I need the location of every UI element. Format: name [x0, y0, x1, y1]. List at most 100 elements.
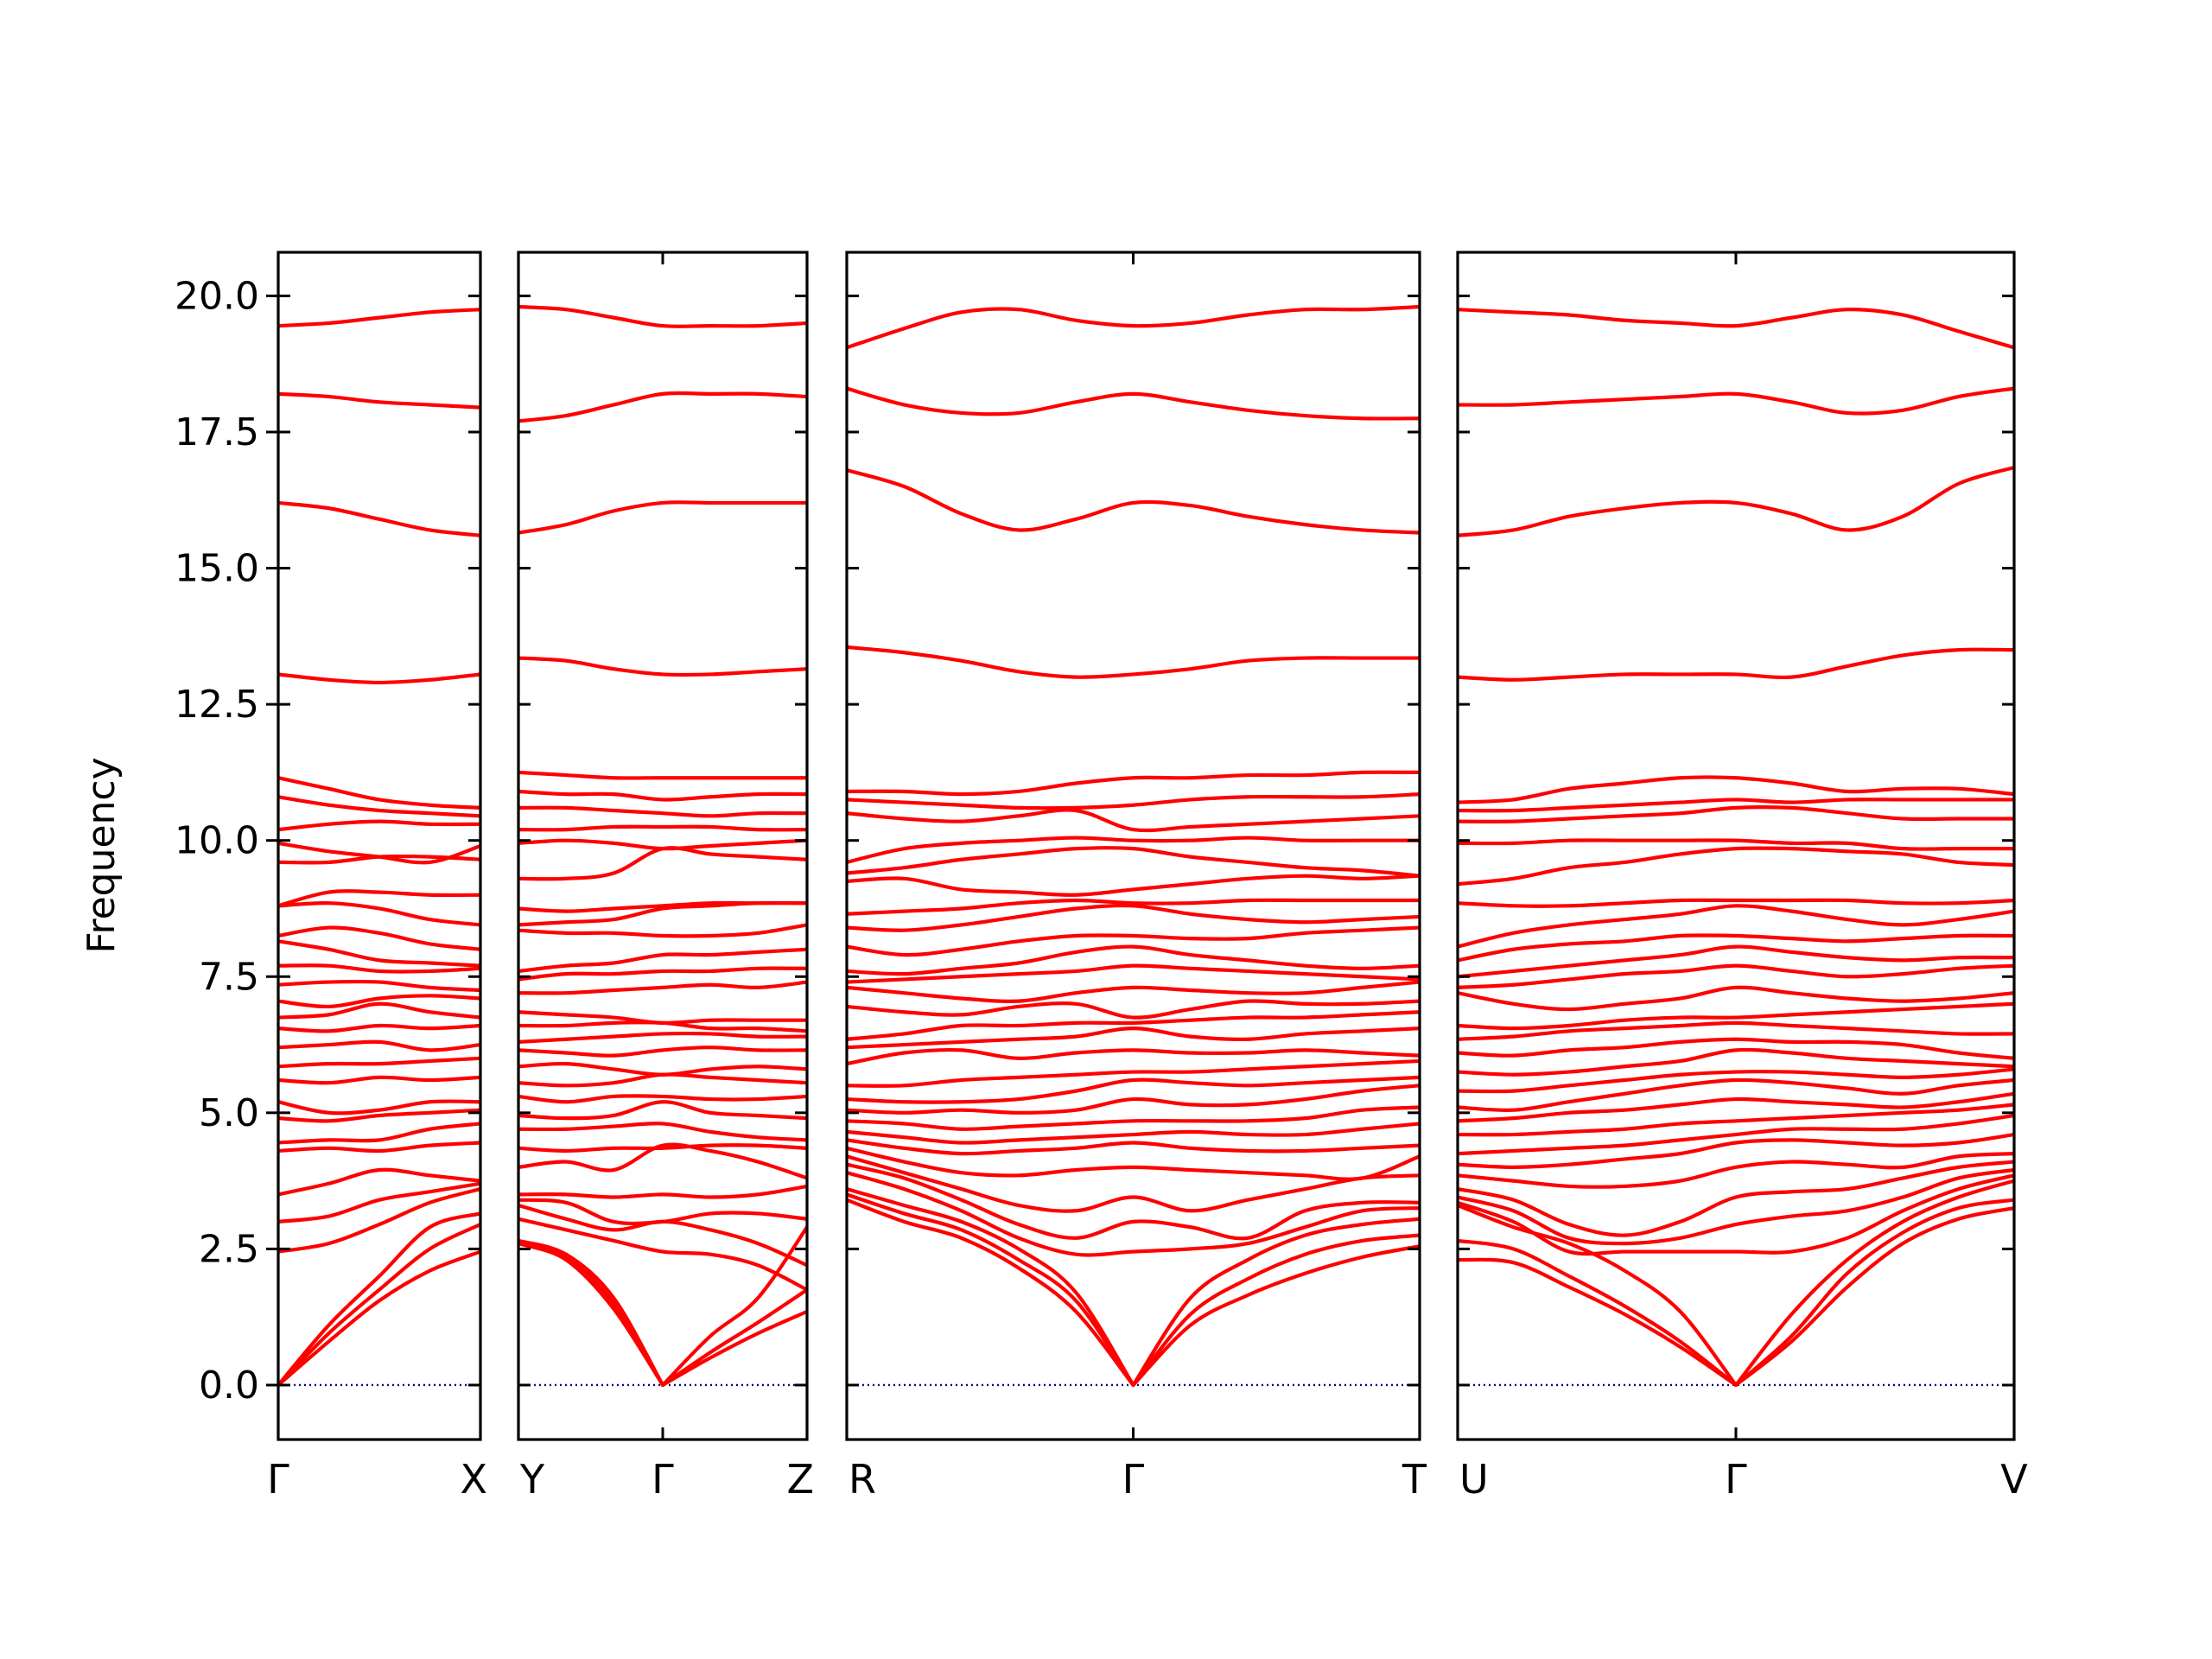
band-line-22 [1458, 904, 2014, 949]
band-line-28 [1458, 775, 2014, 804]
band-line-11 [518, 1100, 807, 1121]
band-line-26 [1458, 805, 2014, 823]
band-line-4 [847, 1171, 1420, 1257]
x-tick-label: V [2000, 1456, 2028, 1503]
y-tick-label: 12.5 [175, 683, 259, 727]
band-line-14 [1458, 1047, 2014, 1077]
band-series [847, 304, 1420, 1388]
x-tick-label: R [849, 1456, 876, 1503]
band-line-21 [518, 947, 807, 974]
band-line-29 [278, 500, 480, 537]
band-line-12 [847, 1075, 1420, 1104]
band-line-10 [847, 1105, 1420, 1131]
band-line-6 [518, 1198, 807, 1226]
band-line-26 [847, 836, 1420, 865]
band-line-15 [847, 1027, 1420, 1050]
band-series [518, 304, 807, 1388]
band-line-25 [1458, 838, 2014, 851]
x-tick-label: Γ [652, 1456, 674, 1503]
band-line-24 [518, 900, 807, 913]
band-line-14 [518, 1061, 807, 1077]
band-line-31 [1458, 386, 2014, 416]
band-line-19 [1458, 963, 2014, 989]
band-line-12 [1458, 1077, 2014, 1112]
band-line-21 [278, 901, 480, 927]
band-line-9 [847, 1122, 1420, 1145]
band-line-31 [847, 468, 1420, 535]
band-line-21 [1458, 933, 2014, 963]
x-tick-label: X [460, 1456, 487, 1503]
y-axis-label: Frequency [79, 757, 124, 953]
band-line-18 [1458, 985, 2014, 1012]
band-line-34 [518, 304, 807, 328]
band-line-23 [1458, 898, 2014, 908]
band-line-3 [278, 1211, 480, 1388]
band-line-11 [1458, 1091, 2014, 1123]
band-line-18 [847, 980, 1420, 1003]
band-line-20 [847, 944, 1420, 976]
band-line-8 [1458, 1132, 2014, 1169]
band-line-30 [278, 391, 480, 410]
band-line-23 [847, 898, 1420, 916]
band-line-32 [1458, 308, 2014, 350]
panel-frame [276, 251, 482, 1441]
band-line-5 [1458, 1167, 2014, 1246]
band-line-32 [847, 386, 1420, 421]
band-line-16 [278, 994, 480, 1009]
band-line-29 [518, 789, 807, 802]
y-tick-label: 10.0 [175, 819, 259, 863]
band-series [1458, 308, 2014, 1388]
band-line-25 [278, 819, 480, 832]
band-line-26 [518, 838, 807, 851]
band-line-4 [1458, 1173, 2014, 1256]
band-line-13 [278, 1039, 480, 1052]
band-line-2 [278, 1222, 480, 1388]
x-tick-label: Γ [1725, 1456, 1747, 1503]
x-tick-label: Y [519, 1456, 545, 1503]
band-line-12 [518, 1094, 807, 1104]
band-line-18 [518, 1010, 807, 1025]
band-line-10 [1458, 1103, 2014, 1137]
band-line-3 [518, 1225, 807, 1388]
band-line-7 [1458, 1152, 2014, 1189]
band-line-7 [278, 1141, 480, 1154]
y-tick-label: 5.0 [199, 1091, 259, 1135]
band-line-1 [518, 1242, 807, 1388]
band-line-24 [278, 841, 480, 865]
band-line-29 [1458, 647, 2014, 682]
panel-frame [517, 251, 809, 1441]
band-line-6 [1458, 1160, 2014, 1237]
band-line-16 [518, 1031, 807, 1044]
band-line-9 [1458, 1113, 2014, 1156]
y-tick-label: 17.5 [175, 410, 259, 454]
band-line-9 [518, 1143, 807, 1154]
band-line-25 [518, 846, 807, 881]
band-line-10 [518, 1122, 807, 1142]
band-line-4 [518, 1217, 807, 1292]
x-tick-label: Z [786, 1456, 814, 1503]
x-tick-label: T [1402, 1456, 1427, 1503]
band-line-15 [518, 1046, 807, 1058]
band-line-7 [847, 1146, 1420, 1181]
band-line-19 [847, 963, 1420, 984]
band-line-30 [1458, 465, 2014, 537]
band-line-16 [1458, 1020, 2014, 1041]
band-line-27 [278, 776, 480, 810]
y-axis: 0.0 2.5 5.0 7.5 10.0 12.5 15.0 17.5 20.0 [175, 274, 278, 1408]
band-line-32 [518, 500, 807, 535]
band-line-30 [847, 645, 1420, 679]
band-line-11 [278, 1075, 480, 1085]
band-line-31 [278, 308, 480, 328]
band-line-15 [278, 1001, 480, 1020]
band-line-15 [1458, 1037, 2014, 1060]
y-tick-label: 7.5 [199, 955, 259, 999]
y-tick-label: 0.0 [199, 1363, 259, 1408]
band-line-28 [847, 792, 1420, 810]
band-line-10 [278, 1099, 480, 1116]
band-line-12 [278, 1056, 480, 1069]
